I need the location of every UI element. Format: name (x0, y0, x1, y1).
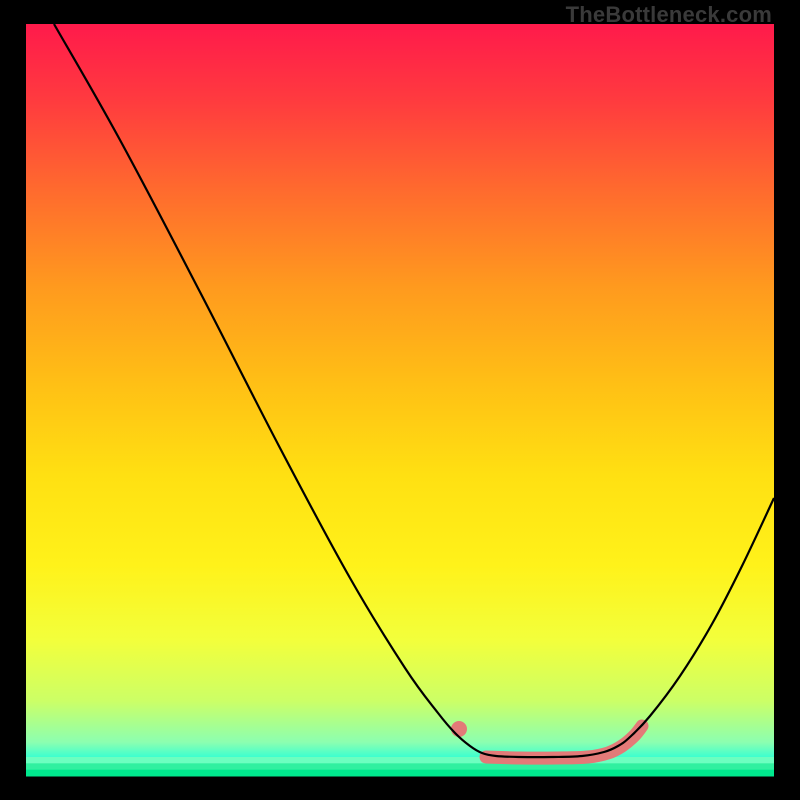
green-band (26, 757, 774, 777)
chart-frame: TheBottleneck.com (0, 0, 800, 800)
plot-background (26, 24, 774, 776)
highlight-dot (451, 721, 467, 737)
chart-svg (0, 0, 800, 800)
watermark-text: TheBottleneck.com (566, 2, 772, 28)
